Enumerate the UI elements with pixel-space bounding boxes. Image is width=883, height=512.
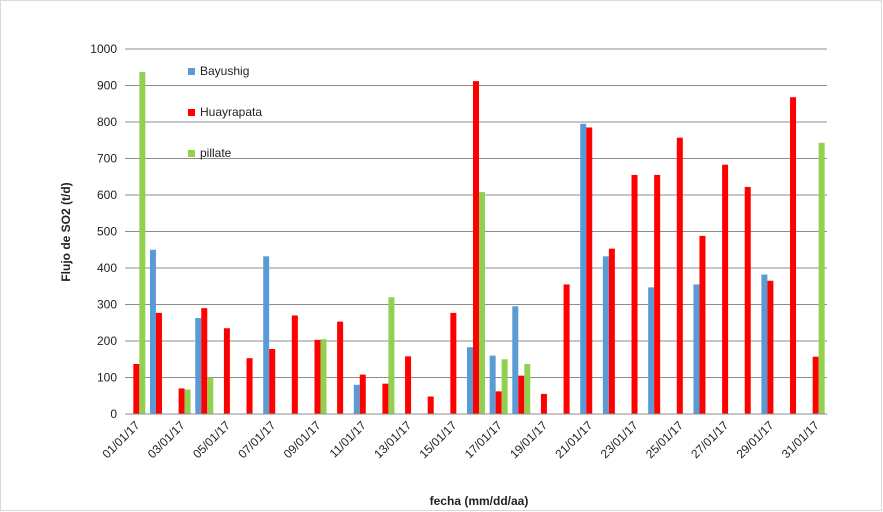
bar-bayushig-18-01-17 [512,306,519,414]
bar-bayushig-17-01-17 [489,355,496,414]
bar-huayrapata-11-01-17 [359,374,366,414]
bar-huayrapata-17-01-17 [495,391,502,414]
bar-huayrapata-19-01-17 [540,393,547,414]
x-tick-label: 23/01/17 [598,418,641,461]
bar-bayushig-21-01-17 [580,123,587,414]
y-tick-label: 0 [110,407,117,421]
y-tick-label: 700 [97,152,117,166]
y-tick-label: 100 [97,371,117,385]
bar-pillate-04-01-17 [207,377,214,414]
bar-huayrapata-10-01-17 [337,321,344,414]
bar-bayushig-02-01-17 [149,249,156,414]
y-tick-label: 800 [97,115,117,129]
bar-huayrapata-05-01-17 [223,328,230,414]
bar-huayrapata-26-01-17 [699,235,706,414]
bar-huayrapata-15-01-17 [450,312,457,414]
bar-huayrapata-03-01-17 [178,388,185,414]
x-tick-label: 25/01/17 [643,418,686,461]
bar-huayrapata-23-01-17 [631,174,638,414]
bar-huayrapata-24-01-17 [654,174,661,414]
bar-huayrapata-09-01-17 [314,339,321,414]
x-tick-label: 01/01/17 [100,418,143,461]
bar-pillate-16-01-17 [479,192,485,414]
y-tick-label: 600 [97,188,117,202]
x-tick-label: 09/01/17 [281,418,324,461]
bar-pillate-03-01-17 [184,389,191,414]
x-tick-label: 17/01/17 [462,418,505,461]
bar-pillate-31-01-17 [818,142,825,414]
bar-huayrapata-08-01-17 [291,315,298,414]
x-tick-label: 03/01/17 [145,418,188,461]
bar-bayushig-26-01-17 [693,284,700,414]
bar-huayrapata-25-01-17 [676,137,683,414]
y-tick-label: 900 [97,79,117,93]
bar-huayrapata-02-01-17 [155,312,162,414]
x-tick-label: 13/01/17 [371,418,414,461]
x-tick-label: 29/01/17 [734,418,777,461]
bar-bayushig-11-01-17 [353,384,360,414]
legend-swatch-pillate [188,150,195,157]
y-tick-label: 400 [97,261,117,275]
x-tick-label: 19/01/17 [507,418,550,461]
bar-huayrapata-29-01-17 [767,280,774,414]
x-tick-label: 15/01/17 [417,418,460,461]
bar-huayrapata-31-01-17 [812,356,819,414]
bar-bayushig-04-01-17 [195,318,202,414]
bar-huayrapata-13-01-17 [405,356,412,414]
x-tick-label: 11/01/17 [327,418,370,461]
legend-label-pillate: pillate [200,146,232,160]
bar-huayrapata-16-01-17 [473,81,479,415]
bar-pillate-12-01-17 [388,297,395,414]
bar-huayrapata-14-01-17 [427,396,434,414]
bar-pillate-09-01-17 [320,339,327,414]
bar-huayrapata-06-01-17 [246,358,253,414]
bar-bayushig-16-01-17 [467,347,473,414]
y-tick-label: 300 [97,298,117,312]
y-tick-label: 500 [97,225,117,239]
bar-bayushig-22-01-17 [602,256,609,414]
bar-huayrapata-07-01-17 [269,349,276,414]
bar-bayushig-24-01-17 [648,287,655,414]
bar-pillate-18-01-17 [524,364,531,414]
x-axis-title: fecha (mm/dd/aa) [430,494,529,508]
bar-huayrapata-28-01-17 [744,186,751,414]
legend-swatch-bayushig [188,68,195,75]
bar-bayushig-07-01-17 [263,256,270,414]
legend: Bayushig Huayrapata pillate [188,64,262,160]
x-tick-label: 27/01/17 [688,418,731,461]
bar-huayrapata-04-01-17 [201,308,208,414]
bar-huayrapata-20-01-17 [563,284,570,414]
bar-pillate-17-01-17 [501,359,508,414]
bar-pillate-01-01-17 [139,72,146,414]
bar-huayrapata-12-01-17 [382,383,389,414]
x-tick-label: 07/01/17 [235,418,278,461]
x-tick-label: 05/01/17 [190,418,233,461]
bar-huayrapata-21-01-17 [586,127,593,414]
bar-bayushig-29-01-17 [761,274,768,414]
bar-huayrapata-30-01-17 [790,97,797,415]
legend-label-bayushig: Bayushig [200,64,249,78]
x-tick-label: 31/01/17 [779,418,822,461]
bars [133,72,825,415]
bar-huayrapata-22-01-17 [608,248,615,414]
bar-huayrapata-27-01-17 [722,164,729,414]
x-tick-label: 21/01/17 [552,418,595,461]
legend-swatch-huayrapata [188,109,195,116]
y-tick-label: 1000 [90,42,117,56]
y-axis-title: Flujo de SO2 (t/d) [59,182,73,281]
legend-label-huayrapata: Huayrapata [200,105,262,119]
y-tick-label: 200 [97,334,117,348]
bar-huayrapata-18-01-17 [518,375,525,414]
bar-huayrapata-01-01-17 [133,364,140,414]
